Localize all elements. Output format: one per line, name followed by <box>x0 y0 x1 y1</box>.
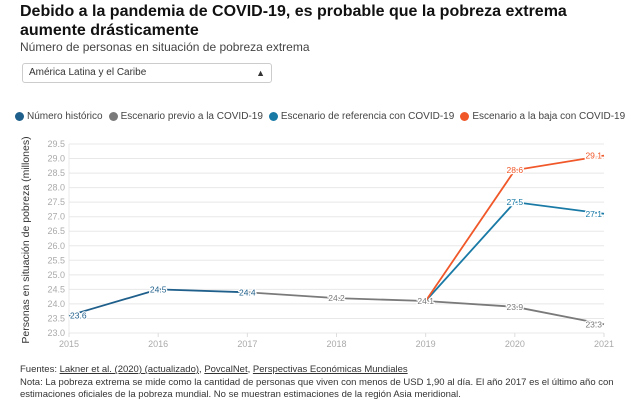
line-chart: 23.0 23.5 24.0 24.5 25.0 25.5 26.0 26.5 27.0 27.5… <box>47 139 614 349</box>
data-label: 24.1 <box>417 296 434 306</box>
data-label: 23.3 <box>585 319 602 329</box>
series-lines <box>68 154 605 326</box>
sort-arrows-icon: ▲ <box>256 68 265 78</box>
y-ticks: 23.0 23.5 24.0 24.5 25.0 25.5 26.0 26.5 27.0 27.5… <box>47 139 65 338</box>
data-label: 29.1 <box>585 151 602 161</box>
chart-title: Debido a la pandemia de COVID-19, es pro… <box>20 3 567 39</box>
source-link-lakner[interactable]: Lakner et al. (2020) (actualizado) <box>59 364 200 375</box>
y-tick-label: 29.5 <box>47 139 65 149</box>
x-tick-label: 2016 <box>148 339 168 349</box>
sources-line: Fuentes: Lakner et al. (2020) (actualiza… <box>20 364 408 375</box>
note: Nota: La pobreza extrema se mide como la… <box>20 376 614 401</box>
y-tick-label: 23.0 <box>47 328 65 338</box>
x-tick-label: 2019 <box>416 339 436 349</box>
x-tick-label: 2021 <box>594 339 614 349</box>
region-select-value: América Latina y el Caribe <box>29 67 147 78</box>
legend-dot-icon <box>460 112 470 121</box>
legend-dot-icon <box>15 112 24 121</box>
legend: Número histórico Escenario previo a la C… <box>15 111 625 122</box>
legend-label: Escenario de referencia con COVID-19 <box>280 111 455 122</box>
y-tick-label: 23.5 <box>47 313 65 323</box>
y-tick-label: 26.5 <box>47 226 65 236</box>
y-tick-label: 24.5 <box>47 284 65 294</box>
y-tick-label: 28.5 <box>47 168 65 178</box>
y-tick-label: 28.0 <box>47 183 65 193</box>
data-label: 24.2 <box>328 293 345 303</box>
data-labels: 23.6 24.5 24.4 24.2 24.1 23.9 23.3 27.5 27.1 28.6… <box>69 149 604 330</box>
y-tick-label: 26.0 <box>47 241 65 251</box>
series-line-2 <box>424 201 605 302</box>
grid <box>68 143 604 334</box>
y-tick-label: 27.5 <box>47 197 65 207</box>
legend-label: Escenario previo a la COVID-19 <box>120 111 263 122</box>
y-tick-label: 24.0 <box>47 299 65 309</box>
y-tick-label: 27.0 <box>47 212 65 222</box>
legend-item-historico[interactable]: Número histórico <box>15 111 103 122</box>
data-label: 24.4 <box>239 287 256 297</box>
legend-label: Número histórico <box>27 111 103 122</box>
chart-subtitle: Número de personas en situación de pobre… <box>20 40 310 54</box>
legend-item-referencia[interactable]: Escenario de referencia con COVID-19 <box>268 111 455 122</box>
x-tick-label: 2017 <box>237 339 257 349</box>
y-tick-label: 25.5 <box>47 255 65 265</box>
data-label: 27.1 <box>585 209 602 219</box>
source-link-pem[interactable]: Perspectivas Económicas Mundiales <box>252 364 408 375</box>
x-ticks: 2015 2016 2017 2018 2019 2020 2021 <box>59 333 614 349</box>
legend-dot-icon <box>268 112 278 121</box>
y-tick-label: 25.0 <box>47 270 65 280</box>
source-link-povcalnet[interactable]: PovcalNet <box>204 364 248 375</box>
data-label: 23.9 <box>507 302 524 312</box>
legend-dot-icon <box>108 112 118 121</box>
region-select[interactable]: América Latina y el Caribe ▲ <box>22 63 272 83</box>
data-label: 28.6 <box>507 165 524 175</box>
x-tick-label: 2020 <box>505 339 525 349</box>
x-tick-label: 2015 <box>59 339 79 349</box>
legend-label: Escenario a la baja con COVID-19 <box>472 111 626 122</box>
legend-item-previo[interactable]: Escenario previo a la COVID-19 <box>108 111 263 122</box>
sources-label: Fuentes: <box>20 364 60 375</box>
series-line-3 <box>424 154 605 302</box>
footer: Fuentes: Lakner et al. (2020) (actualiza… <box>20 364 620 402</box>
x-tick-label: 2018 <box>326 339 346 349</box>
legend-item-baja[interactable]: Escenario a la baja con COVID-19 <box>460 111 625 122</box>
data-label: 27.5 <box>507 197 524 207</box>
data-label: 23.6 <box>70 311 87 321</box>
y-tick-label: 29.0 <box>47 154 65 164</box>
series-line-0 <box>68 288 248 317</box>
data-label: 24.5 <box>150 284 167 294</box>
